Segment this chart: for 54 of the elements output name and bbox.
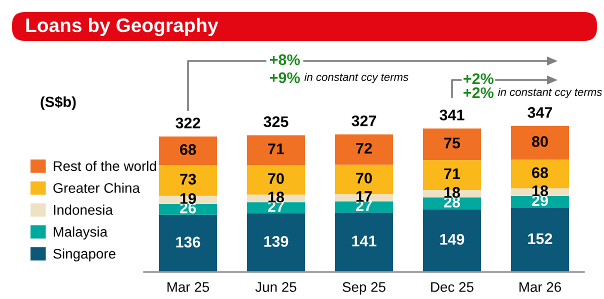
x-tick-label: Sep 25 xyxy=(342,282,386,295)
bar xyxy=(158,214,218,272)
data-label: 71 xyxy=(444,168,460,179)
bar xyxy=(422,209,482,272)
data-label: 75 xyxy=(444,138,460,148)
data-label: 71 xyxy=(268,144,284,154)
data-label: 141 xyxy=(352,236,376,246)
y-axis-title: (S$b) xyxy=(40,96,76,110)
x-tick-label: Dec 25 xyxy=(431,282,474,292)
legend-label: Rest of the world xyxy=(54,160,156,172)
text: +2% xyxy=(464,73,494,84)
data-label: 152 xyxy=(528,233,552,244)
total-label: 327 xyxy=(352,115,376,126)
bar xyxy=(246,214,306,272)
legend-label: Greater China xyxy=(53,182,140,193)
data-label: 139 xyxy=(264,236,288,247)
bar xyxy=(246,202,306,214)
data-label: 17 xyxy=(356,191,372,202)
bar xyxy=(510,208,570,272)
x-tick-label: Jun 25 xyxy=(255,282,296,292)
data-label: 28 xyxy=(444,196,460,208)
data-label: 73 xyxy=(180,174,196,185)
legend-label: Malaysia xyxy=(54,226,108,240)
total-label: 325 xyxy=(264,116,288,128)
text: +9% in constant ccy terms xyxy=(270,72,408,84)
data-label: 72 xyxy=(356,142,372,154)
data-label: 70 xyxy=(356,172,372,184)
data-label: 18 xyxy=(444,187,460,198)
data-label: 149 xyxy=(440,234,464,245)
data-label: 18 xyxy=(268,192,284,202)
x-tick-label: Mar 26 xyxy=(520,282,562,292)
bar xyxy=(510,126,570,160)
data-label: 70 xyxy=(268,173,284,184)
total-label: 341 xyxy=(440,110,464,120)
data-label: 136 xyxy=(176,236,200,248)
data-label: 68 xyxy=(532,167,548,178)
x-tick-label: Mar 25 xyxy=(168,282,210,292)
data-label: 18 xyxy=(532,185,548,196)
bar xyxy=(422,128,482,160)
data-label: 29 xyxy=(532,195,548,206)
chart-title: Loans by Geography xyxy=(26,18,218,36)
total-label: 322 xyxy=(176,118,200,128)
legend-label: Singapore xyxy=(53,248,116,262)
bar xyxy=(334,134,394,165)
bar xyxy=(158,136,218,166)
data-label: 19 xyxy=(180,193,196,204)
legend-label: Indonesia xyxy=(54,204,113,215)
text: +8% xyxy=(270,54,300,66)
data-label: 68 xyxy=(180,144,196,155)
bar xyxy=(246,135,306,166)
text: +2% in constant ccy terms xyxy=(464,87,602,98)
data-label: 80 xyxy=(532,136,548,147)
bar xyxy=(334,212,394,272)
total-label: 347 xyxy=(528,107,552,118)
